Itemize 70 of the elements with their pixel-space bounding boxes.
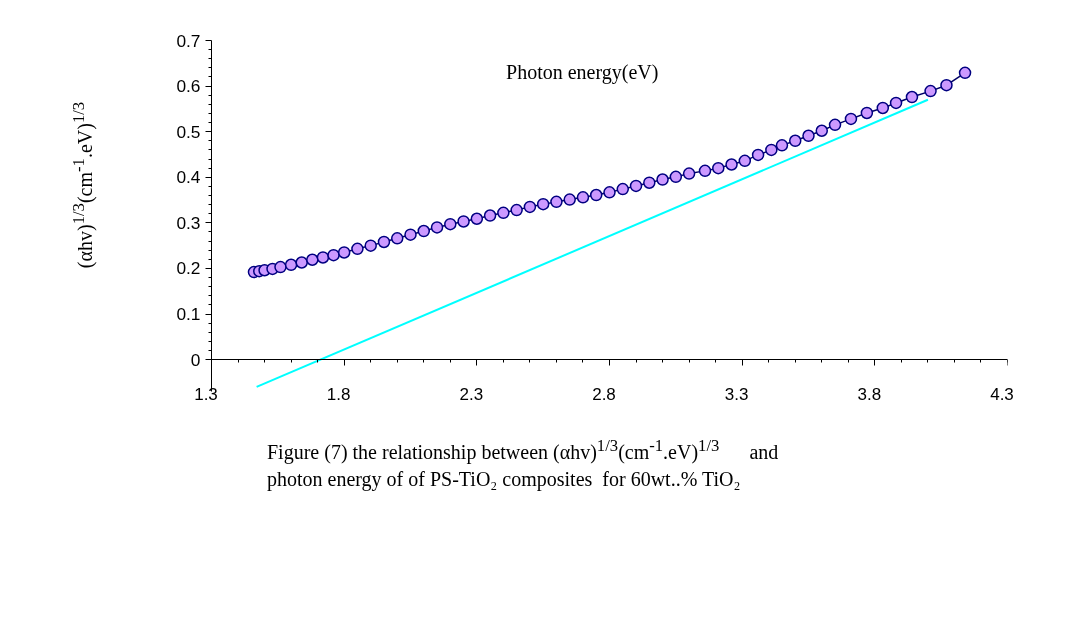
x-tick-label: 2.8 — [592, 384, 616, 407]
point — [470, 212, 484, 225]
point — [725, 158, 738, 171]
point — [712, 161, 725, 175]
point — [377, 235, 391, 249]
point — [430, 221, 444, 234]
x-tick-label: 3.8 — [857, 384, 882, 407]
point — [563, 193, 576, 206]
x-tick-label: 1.3 — [194, 384, 218, 407]
y-tick-label: 0.2 — [176, 258, 201, 279]
point — [669, 170, 683, 184]
point — [876, 101, 890, 115]
point — [417, 224, 431, 238]
point — [738, 154, 752, 168]
point — [483, 209, 497, 222]
text: photon energy of of PS-TiO₂ composites for 60wt..% TiO₂ — [267, 467, 741, 490]
point — [656, 173, 669, 186]
y-tick-label: 0.5 — [176, 121, 201, 142]
point — [603, 186, 616, 199]
point — [497, 206, 510, 220]
text: Figure (7) the relationship between (αhv)$^{1/3}$(cm$^{-1}$.eV)$^{1/3}$ and — [267, 436, 779, 463]
point — [444, 217, 457, 231]
point — [828, 118, 842, 132]
point — [844, 112, 858, 126]
x-tick-label: 4.3 — [990, 384, 1014, 407]
point — [316, 251, 330, 264]
point — [589, 188, 603, 202]
point — [351, 242, 364, 256]
y-tick-label: 0.4 — [176, 167, 201, 188]
point — [682, 167, 696, 180]
y-tick-label: 0.6 — [176, 76, 201, 97]
point — [523, 200, 537, 214]
point — [550, 195, 563, 209]
point — [457, 215, 470, 228]
x-tick-label: 2.3 — [459, 384, 484, 407]
point — [860, 106, 874, 120]
y-tick-label: 0.3 — [176, 212, 201, 233]
point — [788, 134, 802, 148]
point — [404, 228, 417, 241]
point — [905, 90, 919, 104]
point — [802, 129, 815, 143]
x-tick-label: 3.3 — [724, 384, 749, 407]
point — [629, 179, 643, 193]
point — [284, 258, 298, 272]
point — [306, 253, 319, 266]
point — [958, 66, 972, 80]
point — [815, 124, 829, 137]
point — [698, 164, 712, 178]
point — [274, 260, 287, 274]
y-tick-label: 0.7 — [176, 30, 201, 51]
point — [616, 182, 630, 196]
point — [775, 139, 789, 152]
point — [536, 197, 550, 211]
x-axis-title: Photon energy(eV) — [506, 60, 659, 84]
point — [364, 239, 377, 252]
x-tick-label: 1.8 — [326, 384, 351, 407]
point — [643, 176, 656, 189]
point — [765, 143, 778, 157]
point — [576, 191, 590, 204]
point — [751, 148, 765, 162]
point — [510, 203, 523, 217]
point — [390, 232, 404, 245]
point — [337, 246, 351, 259]
point — [327, 248, 340, 262]
point — [295, 256, 308, 269]
point — [924, 84, 937, 98]
y-tick-label: 0.1 — [176, 304, 201, 325]
y-tick-label: 0 — [190, 349, 201, 370]
point — [940, 78, 953, 92]
point — [889, 96, 903, 110]
